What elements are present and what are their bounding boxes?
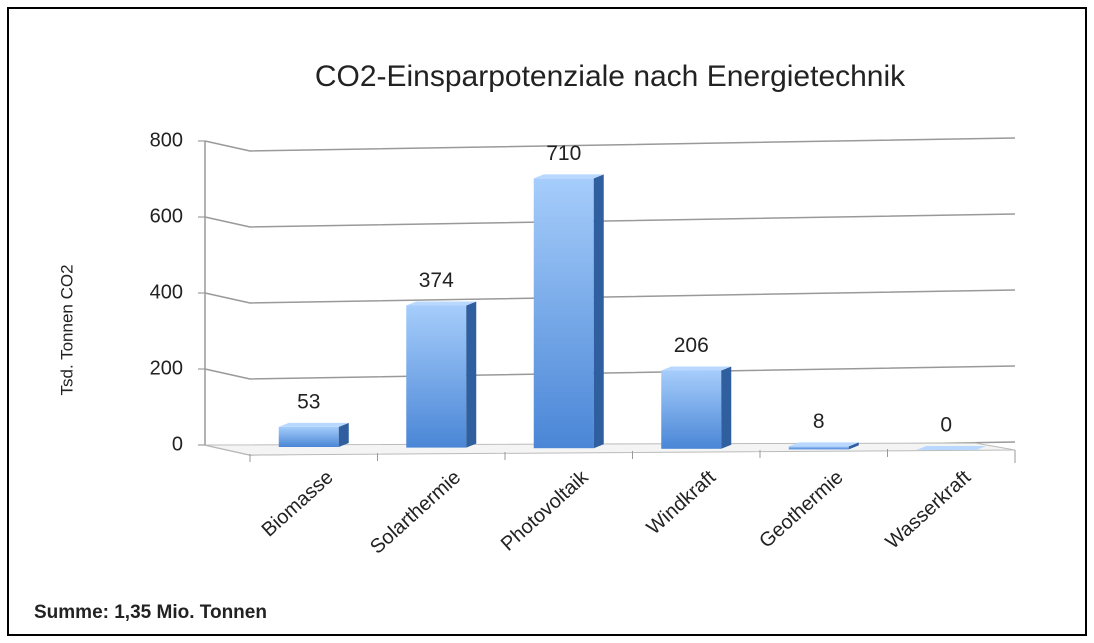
grid-line <box>204 365 1016 380</box>
bar-side <box>466 301 477 448</box>
y-tick-label: 800 <box>150 129 183 151</box>
bar <box>661 370 722 449</box>
bar-top <box>661 366 732 371</box>
data-label: 374 <box>419 269 454 292</box>
bar <box>406 305 467 448</box>
bar-top <box>788 442 859 447</box>
data-label: 8 <box>813 410 825 433</box>
grid-line <box>204 137 1016 152</box>
bar-top <box>278 422 349 427</box>
data-label: 0 <box>940 414 952 437</box>
y-axis-label: Tsd. Tonnen CO2 <box>57 264 76 395</box>
chart-title: CO2-Einsparpotenziale nach Energietechni… <box>315 60 906 93</box>
bar <box>533 178 594 449</box>
bar-top <box>916 446 987 450</box>
bar <box>278 426 339 447</box>
footnote: Summe: 1,35 Mio. Tonnen <box>34 602 267 623</box>
bar-side <box>593 174 604 449</box>
y-tick-label: 400 <box>150 281 183 303</box>
grid-line <box>204 213 1016 228</box>
data-label: 206 <box>674 334 709 357</box>
grid-line <box>204 289 1016 304</box>
y-tick-label: 0 <box>172 433 183 455</box>
bar-side <box>721 366 732 449</box>
bar <box>788 446 849 450</box>
y-tick-label: 200 <box>150 357 183 379</box>
y-tick-label: 600 <box>150 205 183 227</box>
data-label: 53 <box>297 390 320 413</box>
bar-top <box>406 301 477 306</box>
data-label: 710 <box>546 142 581 165</box>
bar-side <box>338 422 349 447</box>
bar-top <box>533 174 604 179</box>
bar-side <box>848 442 859 450</box>
